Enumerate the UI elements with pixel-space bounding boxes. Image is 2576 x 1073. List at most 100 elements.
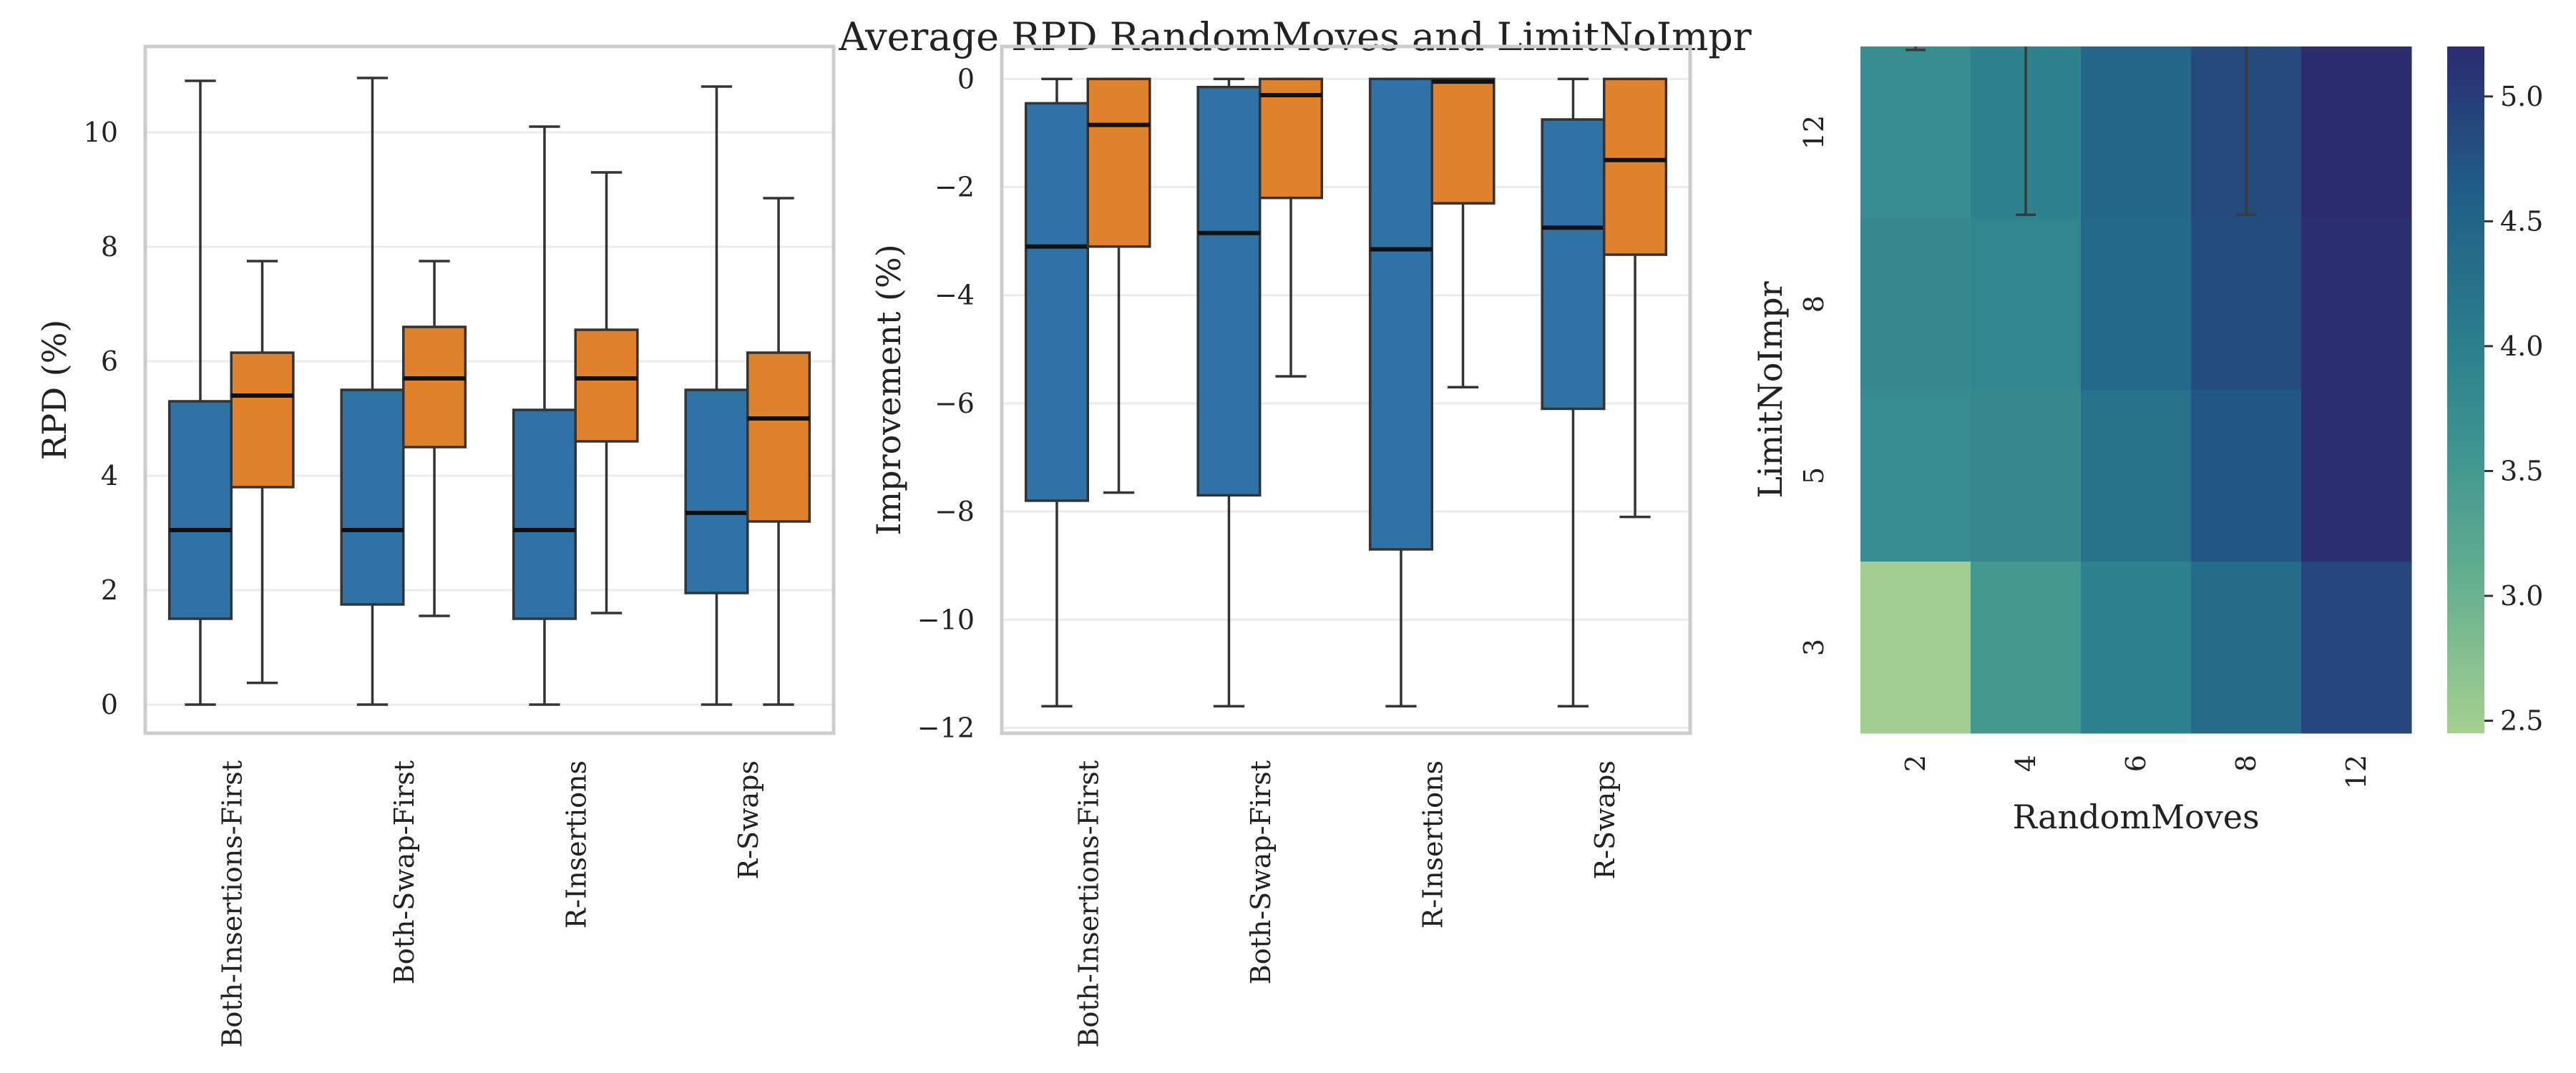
heatmap-cell bbox=[2081, 218, 2192, 391]
heatmap-cell bbox=[2301, 562, 2412, 734]
iqr-box bbox=[1196, 85, 1262, 497]
iqr-box bbox=[1259, 77, 1324, 200]
heatmap-cell bbox=[2191, 562, 2302, 734]
heatmap-cell bbox=[2081, 390, 2192, 562]
rpd-y-tick-label: 8 bbox=[101, 231, 118, 263]
improvement-boxes bbox=[1024, 77, 1668, 707]
figure-title: Average RPD RandomMoves and LimitNoImpr bbox=[838, 14, 1752, 59]
rpd-y-tick-label: 4 bbox=[101, 460, 118, 491]
heatmap-cell bbox=[1860, 390, 1971, 562]
improvement-y-ticks: 0 −2 −4 −6 −8 −10 −12 bbox=[917, 63, 975, 743]
heatmap-y-tick-label: 5 bbox=[1798, 467, 1830, 484]
rpd-box-b bbox=[574, 171, 639, 614]
heatmap-x-tick-label: 12 bbox=[2341, 755, 2372, 789]
rpd-y-tick-label: 6 bbox=[101, 346, 118, 377]
heatmap-cell bbox=[2301, 46, 2412, 219]
rpd-y-ticks: 0 2 4 6 8 10 bbox=[84, 117, 118, 720]
rpd-x-tick-label: R-Swaps bbox=[733, 760, 764, 880]
improvement-box-a bbox=[1196, 77, 1262, 707]
colorbar-tick-label: 4.5 bbox=[2500, 205, 2543, 237]
improvement-y-tick-label: −6 bbox=[935, 388, 975, 419]
colorbar-tick-label: 4.0 bbox=[2500, 330, 2543, 362]
improvement-box-b bbox=[1603, 77, 1668, 519]
heatmap-cell bbox=[1860, 46, 1971, 219]
improvement-box-a bbox=[1024, 77, 1090, 707]
iqr-box bbox=[1024, 102, 1090, 502]
colorbar-tick-label: 5.0 bbox=[2500, 81, 2543, 112]
improvement-y-tick-label: −8 bbox=[935, 496, 975, 527]
improvement-plot-frame bbox=[1000, 44, 1692, 735]
rpd-y-tick-label: 10 bbox=[84, 117, 118, 148]
colorbar bbox=[2447, 46, 2484, 733]
improvement-y-tick-label: −12 bbox=[917, 712, 975, 743]
iqr-box bbox=[1086, 77, 1151, 248]
heatmap-cell bbox=[1971, 218, 2082, 391]
iqr-box bbox=[230, 351, 295, 489]
iqr-box bbox=[1541, 118, 1606, 411]
heatmap-cells bbox=[1860, 46, 2412, 734]
improvement-x-tick-label: R-Insertions bbox=[1417, 760, 1448, 929]
improvement-box-a bbox=[1541, 77, 1606, 707]
rpd-box-b bbox=[402, 260, 467, 617]
colorbar-tick-label: 3.0 bbox=[2500, 580, 2543, 612]
rpd-y-axis-label: RPD (%) bbox=[35, 320, 74, 461]
rpd-plot-frame bbox=[143, 44, 836, 735]
heatmap-x-tick-label: 6 bbox=[2120, 755, 2152, 772]
heatmap-cell bbox=[2081, 562, 2192, 734]
iqr-box bbox=[512, 408, 577, 620]
iqr-box bbox=[402, 325, 467, 449]
rpd-box-a bbox=[340, 77, 405, 706]
heatmap-cell bbox=[1860, 218, 1971, 391]
iqr-box bbox=[1603, 77, 1668, 256]
heatmap-y-axis-label: LimitNoImpr bbox=[1751, 281, 1790, 498]
improvement-boxplot-panel: 0−2−4−6−8−10−12 Both-Insertions-First Bot… bbox=[869, 44, 1692, 1048]
heatmap-x-axis-label: RandomMoves bbox=[2012, 798, 2259, 836]
heatmap-y-tick-label: 3 bbox=[1798, 639, 1830, 656]
rpd-y-tick-label: 0 bbox=[101, 689, 118, 720]
heatmap-x-tick-label: 8 bbox=[2230, 755, 2262, 772]
colorbar-tick-label: 3.5 bbox=[2500, 455, 2543, 486]
improvement-y-tick-label: −10 bbox=[917, 604, 975, 635]
heatmap-x-ticks: 2 4 6 8 12 bbox=[1900, 755, 2372, 789]
heatmap-cell bbox=[1860, 562, 1971, 734]
heatmap-x-tick-label: 4 bbox=[2010, 755, 2041, 772]
heatmap-cell bbox=[2191, 390, 2302, 562]
improvement-box-b bbox=[1259, 77, 1324, 378]
rpd-boxplot-panel: 0 2 4 6 8 10 Both-Insertions-First Both-Swap-F… bbox=[35, 44, 836, 1048]
iqr-box bbox=[746, 351, 811, 523]
improvement-box-a bbox=[1368, 77, 1434, 707]
improvement-x-ticks: Both-Insertions-First Both-Swap-First R-In… bbox=[1073, 760, 1621, 1048]
improvement-y-axis-label: Improvement (%) bbox=[869, 244, 908, 535]
iqr-box bbox=[340, 388, 405, 606]
rpd-x-tick-label: R-Insertions bbox=[560, 760, 592, 929]
iqr-box bbox=[1430, 77, 1496, 205]
heatmap-overlay-lines bbox=[1906, 46, 2256, 216]
rpd-x-ticks: Both-Insertions-First Both-Swap-First R-In… bbox=[216, 760, 764, 1048]
rpd-x-tick-label: Both-Swap-First bbox=[389, 760, 420, 984]
rpd-box-b bbox=[230, 260, 295, 685]
improvement-x-tick-label: Both-Insertions-First bbox=[1073, 760, 1104, 1048]
colorbar-tick-label: 2.5 bbox=[2500, 705, 2543, 737]
improvement-box-b bbox=[1430, 77, 1496, 388]
iqr-box bbox=[574, 328, 639, 443]
improvement-x-tick-label: R-Swaps bbox=[1589, 760, 1621, 880]
heatmap-cell bbox=[2191, 218, 2302, 391]
rpd-x-tick-label: Both-Insertions-First bbox=[216, 760, 248, 1048]
rpd-boxes bbox=[167, 77, 811, 706]
heatmap-cell bbox=[2081, 46, 2192, 219]
colorbar-ticks: 5.0 4.5 4.0 3.5 3.0 2.5 bbox=[2484, 81, 2543, 737]
heatmap-y-ticks: 12 8 5 3 bbox=[1798, 115, 1830, 656]
iqr-box bbox=[1368, 77, 1434, 551]
rpd-box-b bbox=[746, 197, 811, 706]
improvement-y-tick-label: −4 bbox=[935, 280, 975, 311]
heatmap-cell bbox=[1971, 390, 2082, 562]
heatmap-y-tick-label: 12 bbox=[1798, 115, 1830, 150]
heatmap-y-tick-label: 8 bbox=[1798, 295, 1830, 313]
rpd-box-a bbox=[167, 79, 233, 706]
heatmap-panel: 2 4 6 8 12 12 8 5 3 RandomMoves LimitNoImpr 5.0… bbox=[1751, 46, 2543, 836]
iqr-box bbox=[684, 388, 749, 594]
improvement-x-tick-label: Both-Swap-First bbox=[1245, 760, 1277, 984]
rpd-box-a bbox=[512, 125, 577, 706]
improvement-y-tick-label: 0 bbox=[957, 63, 975, 94]
